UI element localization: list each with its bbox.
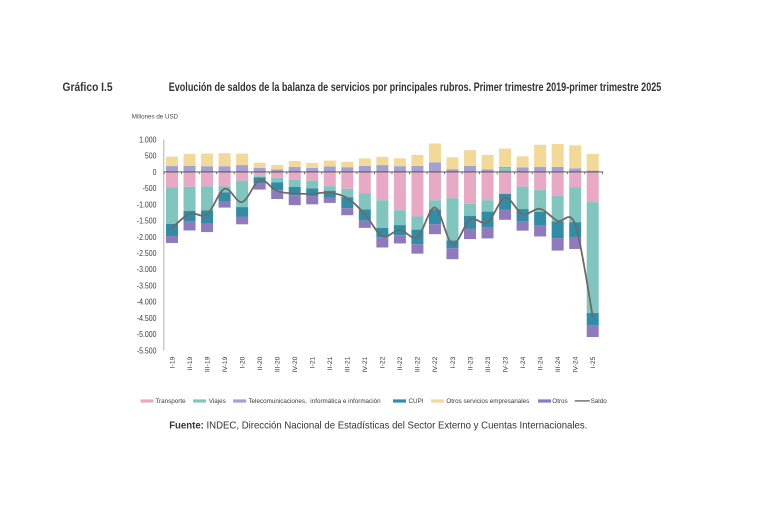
svg-text:IV-24: IV-24 xyxy=(572,356,579,372)
svg-text:-1.000: -1.000 xyxy=(137,200,157,210)
svg-text:Telecomunicaciones, informáti: Telecomunicaciones, informática e inform… xyxy=(248,398,381,405)
svg-text:IV-21: IV-21 xyxy=(362,356,369,372)
svg-text:I-21: I-21 xyxy=(310,356,317,368)
svg-text:Otros servicios empresariales: Otros servicios empresariales xyxy=(446,398,529,405)
svg-text:I-22: I-22 xyxy=(380,356,387,368)
svg-text:I-19: I-19 xyxy=(169,356,176,368)
svg-text:IV-20: IV-20 xyxy=(292,356,299,372)
svg-text:500: 500 xyxy=(145,151,157,161)
svg-text:0: 0 xyxy=(153,167,157,177)
svg-text:III-20: III-20 xyxy=(274,356,281,372)
svg-text:-500: -500 xyxy=(143,184,157,194)
svg-text:I-24: I-24 xyxy=(520,356,527,368)
svg-text:Evolución de saldos de la bala: Evolución de saldos de la balanza de ser… xyxy=(169,81,662,95)
svg-text:-4.000: -4.000 xyxy=(137,297,157,307)
svg-text:Fuente: INDEC, Dirección Nacio: Fuente: INDEC, Dirección Nacional de Est… xyxy=(169,420,587,431)
svg-text:Saldo: Saldo xyxy=(591,398,608,405)
svg-text:I-20: I-20 xyxy=(239,356,246,368)
svg-text:-5.000: -5.000 xyxy=(137,330,157,340)
svg-text:Viajes: Viajes xyxy=(209,398,226,405)
svg-text:-3.000: -3.000 xyxy=(137,265,157,275)
svg-text:-2.500: -2.500 xyxy=(137,248,157,258)
svg-text:-4.500: -4.500 xyxy=(137,313,157,323)
svg-text:II-19: II-19 xyxy=(187,356,194,370)
svg-text:-2.000: -2.000 xyxy=(137,232,157,242)
svg-text:CUPI: CUPI xyxy=(409,398,424,405)
svg-text:III-23: III-23 xyxy=(485,356,492,372)
svg-text:II-23: II-23 xyxy=(467,356,474,370)
svg-text:-3.500: -3.500 xyxy=(137,281,157,291)
svg-text:I-23: I-23 xyxy=(450,356,457,368)
svg-text:Millones de USD: Millones de USD xyxy=(132,114,179,121)
svg-text:Transporte: Transporte xyxy=(155,398,186,405)
svg-text:II-21: II-21 xyxy=(327,356,334,370)
svg-text:1.000: 1.000 xyxy=(139,135,156,145)
svg-text:-1.500: -1.500 xyxy=(137,216,157,226)
svg-text:IV-19: IV-19 xyxy=(222,356,229,372)
svg-text:III-19: III-19 xyxy=(204,356,211,372)
svg-text:III-24: III-24 xyxy=(555,356,562,372)
svg-text:-5.500: -5.500 xyxy=(137,346,157,356)
svg-text:II-24: II-24 xyxy=(537,356,544,370)
svg-text:Otros: Otros xyxy=(552,398,567,405)
svg-text:III-21: III-21 xyxy=(345,356,352,372)
svg-text:I-25: I-25 xyxy=(590,356,597,368)
svg-text:Gráfico I.5: Gráfico I.5 xyxy=(63,81,113,94)
svg-text:IV-22: IV-22 xyxy=(432,356,439,372)
svg-text:IV-23: IV-23 xyxy=(502,356,509,372)
svg-text:II-20: II-20 xyxy=(257,356,264,370)
svg-text:II-22: II-22 xyxy=(397,356,404,370)
svg-text:III-22: III-22 xyxy=(415,356,422,372)
